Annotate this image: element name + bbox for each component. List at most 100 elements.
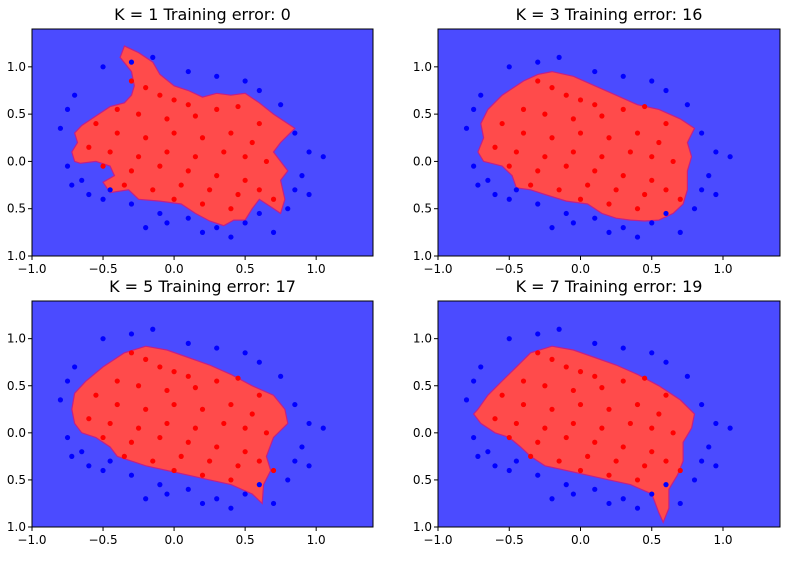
inner-point	[627, 420, 633, 427]
inner-point	[677, 196, 683, 202]
y-tick-label: 0.5	[7, 107, 26, 121]
x-tick-label: 0.5	[236, 533, 255, 547]
y-tick-label: 0.5	[7, 202, 26, 216]
inner-point	[606, 135, 612, 141]
inner-point	[592, 168, 598, 174]
outer-point	[691, 477, 698, 483]
inner-point	[150, 187, 156, 193]
x-tick-label: 0.0	[165, 262, 184, 276]
outer-point	[256, 359, 262, 365]
outer-point	[713, 420, 719, 427]
outer-point	[485, 449, 491, 455]
inner-point	[256, 187, 262, 193]
inner-point	[242, 425, 248, 431]
inner-point	[542, 425, 548, 431]
outer-point	[471, 106, 477, 112]
outer-point	[649, 220, 655, 226]
inner-point	[157, 434, 163, 441]
inner-point	[100, 163, 106, 169]
outer-point	[706, 173, 712, 179]
inner-point	[157, 364, 163, 370]
inner-point	[599, 425, 605, 431]
inner-point	[86, 416, 92, 422]
inner-point	[620, 173, 626, 179]
outer-point	[185, 215, 191, 221]
outer-point	[242, 491, 248, 497]
outer-point	[663, 482, 669, 488]
outer-point	[69, 453, 75, 459]
outer-point	[478, 92, 484, 98]
outer-point	[64, 163, 71, 169]
inner-point	[549, 135, 555, 141]
outer-point	[57, 125, 64, 131]
outer-point	[150, 54, 156, 60]
y-tick-label: 1.0	[7, 520, 26, 534]
inner-point	[214, 173, 220, 179]
inner-point	[157, 163, 163, 169]
inner-point	[535, 350, 541, 356]
inner-point	[128, 350, 135, 356]
x-tick-label: 0.0	[165, 533, 184, 547]
outer-point	[592, 486, 598, 492]
axes-frame	[31, 28, 374, 257]
x-tick-label: −1.0	[423, 262, 452, 276]
x-tick-label: −0.5	[88, 533, 117, 547]
outer-point	[506, 196, 512, 202]
inner-point	[577, 369, 584, 375]
inner-point	[492, 144, 498, 150]
outer-point	[463, 125, 470, 131]
inner-point	[114, 401, 120, 408]
outer-point	[292, 458, 298, 464]
outer-point	[299, 444, 305, 450]
inner-point	[556, 458, 562, 464]
outer-point	[128, 59, 135, 65]
inner-point	[221, 420, 227, 427]
inner-point	[563, 163, 569, 169]
inner-point	[178, 182, 184, 188]
inner-point	[649, 154, 655, 160]
x-tick-label: 1.0	[713, 533, 732, 547]
inner-point	[263, 430, 270, 436]
inner-point	[128, 168, 135, 174]
outer-point	[513, 458, 519, 464]
outer-point	[278, 102, 284, 108]
outer-point	[506, 467, 512, 474]
y-tick-label: 1.0	[7, 332, 26, 346]
inner-point	[549, 85, 555, 91]
inner-point	[577, 467, 584, 474]
outer-point	[706, 444, 712, 450]
subplot-1: K = 1 Training error: 0 −1.0 −0.5 0.0 0.5 1.0…	[7, 5, 374, 276]
inner-point	[577, 196, 584, 202]
outer-point	[699, 458, 705, 464]
inner-point	[677, 467, 683, 474]
y-tick-label: 0.5	[7, 473, 26, 487]
inner-point	[100, 434, 106, 441]
subplot-title: K = 3 Training error: 16	[516, 5, 703, 24]
inner-point	[528, 453, 534, 459]
outer-point	[242, 220, 248, 226]
y-tick-label: 0.5	[413, 107, 432, 121]
inner-point	[143, 356, 149, 362]
outer-point	[107, 187, 113, 193]
data-points	[57, 54, 326, 240]
outer-point	[292, 401, 298, 408]
inner-point	[164, 420, 170, 427]
inner-point	[506, 434, 512, 441]
subplot-2: K = 3 Training error: 16 −1.0 −0.5 0.0 0.5 1.…	[413, 5, 781, 276]
outer-point	[463, 397, 470, 403]
outer-point	[492, 463, 498, 469]
inner-point	[520, 401, 527, 408]
inner-point	[121, 182, 127, 188]
inner-point	[577, 130, 584, 136]
outer-point	[100, 467, 106, 474]
x-tick-label: −0.5	[495, 262, 524, 276]
inner-point	[121, 453, 127, 459]
outer-point	[677, 500, 683, 507]
inner-point	[214, 378, 220, 384]
inner-point	[585, 182, 591, 188]
outer-point	[727, 154, 733, 160]
outer-point	[563, 482, 569, 488]
inner-point	[143, 406, 149, 412]
outer-point	[214, 496, 220, 502]
inner-point	[249, 139, 255, 146]
